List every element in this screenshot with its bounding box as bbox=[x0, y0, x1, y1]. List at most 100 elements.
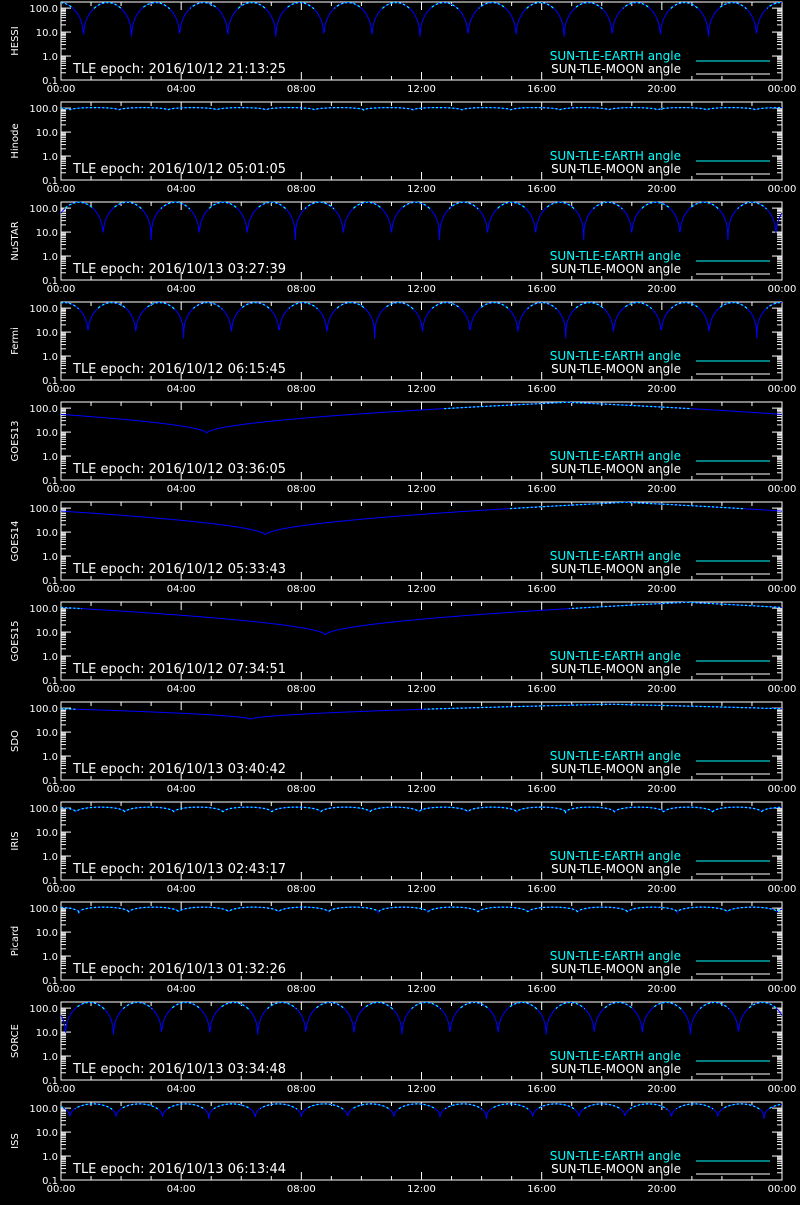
x-tick-label: 00:00 bbox=[768, 684, 797, 695]
x-tick-label: 08:00 bbox=[287, 184, 316, 195]
y-tick-label: 1.0 bbox=[42, 152, 58, 163]
panel-sdo: 100.010.01.00.100:00 04:00 08:00 12:00 16:00… bbox=[10, 701, 796, 795]
x-tick-label: 12:00 bbox=[407, 84, 436, 95]
x-tick-label: 16:00 bbox=[527, 1084, 556, 1095]
x-tick-label: 20:00 bbox=[647, 384, 676, 395]
x-tick-label: 20:00 bbox=[647, 1184, 676, 1195]
x-tick-label: 12:00 bbox=[407, 1084, 436, 1095]
panel-label: IRIS bbox=[10, 831, 21, 850]
tle-epoch-label: TLE epoch: 2016/10/12 05:01:05 bbox=[72, 162, 286, 177]
x-tick-label: 00:00 bbox=[768, 884, 797, 895]
earth-angle-highlight bbox=[61, 2, 780, 10]
y-tick-label: 1.0 bbox=[42, 752, 58, 763]
y-tick-label: 1.0 bbox=[42, 952, 58, 963]
x-tick-label: 00:00 bbox=[768, 984, 797, 995]
x-tick-label: 00:00 bbox=[768, 284, 797, 295]
panel-goes15: 100.010.01.00.100:00 04:00 08:00 12:00 16:00… bbox=[10, 601, 797, 695]
tle-epoch-label: TLE epoch: 2016/10/13 03:40:42 bbox=[72, 762, 286, 777]
legend-moon-label: SUN-TLE-MOON angle bbox=[551, 162, 681, 176]
panel-goes14: 100.010.01.00.100:00 04:00 08:00 12:00 16:00… bbox=[10, 501, 797, 595]
x-tick-label: 12:00 bbox=[407, 184, 436, 195]
x-tick-label: 16:00 bbox=[527, 184, 556, 195]
x-tick-label: 00:00 bbox=[47, 984, 76, 995]
legend-earth-label: SUN-TLE-EARTH angle bbox=[550, 549, 681, 563]
tle-epoch-label: TLE epoch: 2016/10/13 02:43:17 bbox=[72, 862, 286, 877]
x-tick-label: 08:00 bbox=[287, 284, 316, 295]
earth-angle-highlight bbox=[60, 1103, 781, 1110]
x-tick-label: 16:00 bbox=[527, 684, 556, 695]
x-tick-label: 20:00 bbox=[647, 84, 676, 95]
legend-moon-label: SUN-TLE-MOON angle bbox=[551, 662, 681, 676]
legend-moon-label: SUN-TLE-MOON angle bbox=[551, 562, 681, 576]
y-tick-label: 1.0 bbox=[42, 852, 58, 863]
x-tick-label: 08:00 bbox=[287, 884, 316, 895]
panel-sorce: 100.010.01.00.100:00 04:00 08:00 12:00 16:00… bbox=[10, 1001, 797, 1095]
y-tick-label: 100.0 bbox=[29, 304, 58, 315]
x-tick-label: 12:00 bbox=[407, 484, 436, 495]
y-tick-label: 0.1 bbox=[42, 1176, 58, 1187]
panel-label: Picard bbox=[10, 926, 21, 957]
x-tick-label: 04:00 bbox=[167, 784, 196, 795]
y-tick-label: 100.0 bbox=[29, 4, 58, 15]
tle-epoch-label: TLE epoch: 2016/10/13 01:32:26 bbox=[72, 962, 286, 977]
x-tick-label: 16:00 bbox=[527, 284, 556, 295]
y-tick-label: 100.0 bbox=[29, 104, 58, 115]
x-tick-label: 00:00 bbox=[768, 184, 797, 195]
x-tick-label: 00:00 bbox=[768, 1084, 797, 1095]
y-tick-label: 10.0 bbox=[36, 928, 58, 939]
x-tick-label: 08:00 bbox=[287, 584, 316, 595]
y-tick-label: 100.0 bbox=[29, 204, 58, 215]
y-tick-label: 10.0 bbox=[36, 628, 58, 639]
tle-epoch-label: TLE epoch: 2016/10/13 03:34:48 bbox=[72, 1062, 286, 1077]
x-tick-label: 00:00 bbox=[47, 784, 76, 795]
panel-label: ISS bbox=[10, 1133, 21, 1149]
y-tick-label: 10.0 bbox=[36, 828, 58, 839]
y-tick-label: 0.1 bbox=[42, 476, 58, 487]
x-tick-label: 20:00 bbox=[647, 684, 676, 695]
y-tick-label: 10.0 bbox=[36, 728, 58, 739]
x-tick-label: 00:00 bbox=[768, 584, 797, 595]
x-tick-label: 16:00 bbox=[527, 584, 556, 595]
earth-angle-line bbox=[61, 2, 783, 37]
tle-epoch-label: TLE epoch: 2016/10/13 06:13:44 bbox=[72, 1162, 286, 1177]
y-tick-label: 100.0 bbox=[29, 804, 58, 815]
legend-moon-label: SUN-TLE-MOON angle bbox=[551, 462, 681, 476]
legend-earth-label: SUN-TLE-EARTH angle bbox=[550, 249, 681, 263]
panel-hessi: 100.010.01.00.100:00 04:00 08:00 12:00 16:00… bbox=[10, 1, 796, 95]
y-tick-label: 10.0 bbox=[36, 228, 58, 239]
y-tick-label: 1.0 bbox=[42, 52, 58, 63]
x-tick-label: 04:00 bbox=[167, 1084, 196, 1095]
x-tick-label: 00:00 bbox=[47, 1184, 76, 1195]
panel-label: Fermi bbox=[10, 327, 21, 355]
y-tick-label: 1.0 bbox=[42, 652, 58, 663]
tle-epoch-label: TLE epoch: 2016/10/13 03:27:39 bbox=[72, 262, 286, 277]
x-tick-label: 20:00 bbox=[647, 984, 676, 995]
panel-label: GOES15 bbox=[10, 620, 21, 661]
x-tick-label: 20:00 bbox=[647, 284, 676, 295]
earth-angle-highlight bbox=[60, 601, 780, 610]
x-tick-label: 00:00 bbox=[47, 284, 76, 295]
y-tick-label: 10.0 bbox=[36, 28, 58, 39]
x-tick-label: 00:00 bbox=[47, 1084, 76, 1095]
y-tick-label: 10.0 bbox=[36, 128, 58, 139]
y-tick-label: 0.1 bbox=[42, 676, 58, 687]
earth-angle-highlight bbox=[60, 302, 780, 310]
earth-angle-highlight bbox=[509, 501, 743, 510]
y-tick-label: 0.1 bbox=[42, 76, 58, 87]
x-tick-label: 00:00 bbox=[47, 884, 76, 895]
y-tick-label: 0.1 bbox=[42, 1076, 58, 1087]
x-tick-label: 04:00 bbox=[167, 884, 196, 895]
panel-label: NuSTAR bbox=[10, 221, 21, 260]
x-tick-label: 20:00 bbox=[647, 1084, 676, 1095]
y-tick-label: 1.0 bbox=[42, 1152, 58, 1163]
panel-iss: 100.010.01.00.100:00 04:00 08:00 12:00 16:00… bbox=[10, 1101, 796, 1195]
y-tick-label: 1.0 bbox=[42, 452, 58, 463]
y-tick-label: 100.0 bbox=[29, 604, 58, 615]
earth-angle-highlight bbox=[61, 703, 780, 710]
earth-angle-line bbox=[61, 501, 782, 536]
x-tick-label: 20:00 bbox=[647, 584, 676, 595]
tle-epoch-label: TLE epoch: 2016/10/12 21:13:25 bbox=[72, 62, 286, 77]
x-tick-label: 08:00 bbox=[287, 1184, 316, 1195]
legend-earth-label: SUN-TLE-EARTH angle bbox=[550, 149, 681, 163]
